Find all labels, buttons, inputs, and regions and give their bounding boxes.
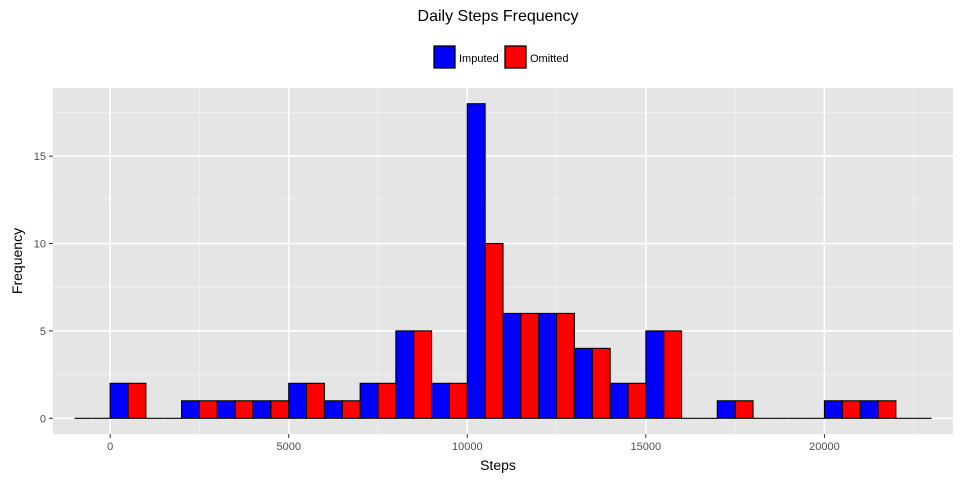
legend-label-imputed: Imputed	[459, 53, 499, 65]
bar-imputed	[359, 382, 379, 419]
bar-omitted	[127, 382, 147, 419]
x-axis-title: Steps	[480, 457, 516, 473]
bar-omitted	[484, 242, 504, 419]
chart-title: Daily Steps Frequency	[418, 8, 579, 25]
x-tick-label: 10000	[452, 441, 483, 453]
bar-omitted	[663, 330, 683, 419]
bar-imputed	[216, 400, 236, 419]
legend: Imputed Omitted	[433, 45, 569, 69]
bar-omitted	[627, 382, 647, 419]
bar-omitted	[591, 347, 611, 419]
bar-imputed	[823, 400, 843, 419]
x-tick-label: 15000	[631, 441, 662, 453]
y-tick-label: 5	[40, 326, 46, 338]
bar-imputed	[323, 400, 343, 419]
bar-imputed	[466, 103, 486, 419]
bar-omitted	[520, 312, 540, 419]
bar-imputed	[181, 400, 200, 419]
ticks: 0 5000 10000 15000 20000 0 5 10 15	[34, 151, 840, 453]
bar-imputed	[431, 382, 450, 419]
y-axis-title: Frequency	[9, 228, 25, 294]
y-tick-label: 0	[40, 413, 46, 425]
x-tick-label: 20000	[809, 441, 840, 453]
bar-omitted	[341, 400, 361, 419]
bar-omitted	[556, 312, 575, 419]
bar-imputed	[609, 382, 629, 419]
x-tick-label: 5000	[276, 441, 300, 453]
bar-imputed	[502, 312, 522, 419]
bar-imputed	[859, 400, 879, 419]
y-tick-label: 15	[34, 151, 46, 163]
bar-omitted	[270, 400, 290, 419]
legend-key-imputed	[433, 45, 456, 69]
legend-label-omitted: Omitted	[530, 53, 569, 65]
bar-imputed	[288, 382, 308, 419]
legend-key-omitted	[504, 45, 527, 69]
bar-imputed	[109, 382, 129, 419]
bar-omitted	[377, 382, 397, 419]
bar-imputed	[645, 330, 665, 419]
y-tick-label: 10	[34, 239, 46, 251]
bars	[74, 103, 932, 419]
bar-omitted	[234, 400, 254, 419]
bar-imputed	[716, 400, 736, 419]
bar-imputed	[395, 330, 415, 419]
bar-omitted	[198, 400, 218, 419]
bar-imputed	[252, 400, 272, 419]
bar-imputed	[538, 312, 558, 419]
bar-omitted	[448, 382, 468, 419]
bar-omitted	[734, 400, 754, 419]
bar-omitted	[841, 400, 861, 419]
bar-omitted	[877, 400, 897, 419]
bar-omitted	[306, 382, 325, 419]
bar-imputed	[573, 347, 593, 419]
bar-omitted	[413, 330, 433, 419]
x-tick-label: 0	[107, 441, 113, 453]
